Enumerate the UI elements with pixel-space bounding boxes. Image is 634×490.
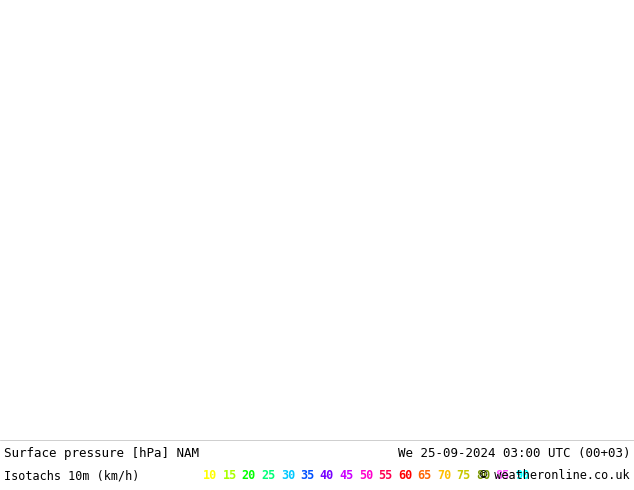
Text: 40: 40 [320, 469, 334, 482]
Text: 85: 85 [495, 469, 510, 482]
Text: 50: 50 [359, 469, 373, 482]
Text: 30: 30 [281, 469, 295, 482]
Text: 15: 15 [223, 469, 236, 482]
Text: 90: 90 [515, 469, 529, 482]
Text: 35: 35 [301, 469, 314, 482]
Text: 65: 65 [417, 469, 432, 482]
Text: 20: 20 [242, 469, 256, 482]
Text: Surface pressure [hPa] NAM: Surface pressure [hPa] NAM [4, 447, 199, 460]
Text: 75: 75 [456, 469, 470, 482]
Text: © weatheronline.co.uk: © weatheronline.co.uk [481, 469, 630, 482]
Text: 45: 45 [339, 469, 354, 482]
Text: We 25-09-2024 03:00 UTC (00+03): We 25-09-2024 03:00 UTC (00+03) [398, 447, 630, 460]
Text: Isotachs 10m (km/h): Isotachs 10m (km/h) [4, 469, 139, 482]
Text: 60: 60 [398, 469, 412, 482]
Text: 70: 70 [437, 469, 451, 482]
Text: 25: 25 [261, 469, 276, 482]
Text: 80: 80 [476, 469, 490, 482]
Text: 10: 10 [203, 469, 217, 482]
Text: 55: 55 [378, 469, 392, 482]
